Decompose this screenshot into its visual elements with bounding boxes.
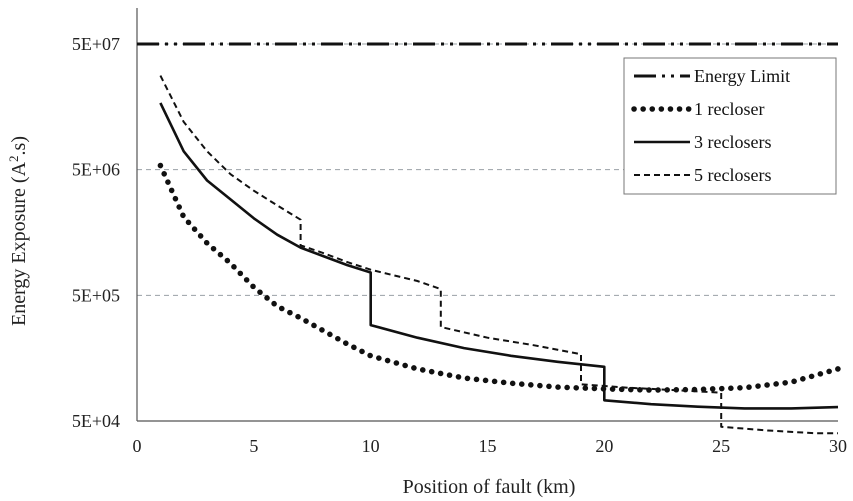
- legend-label: 3 reclosers: [694, 132, 771, 152]
- x-tick-label: 30: [829, 436, 847, 456]
- x-tick-label: 5: [249, 436, 258, 456]
- y-axis-title-main: Energy Exposure (A: [8, 161, 30, 326]
- legend-label: Energy Limit: [694, 66, 790, 86]
- x-tick-label: 0: [133, 436, 142, 456]
- y-axis-title: Energy Exposure (A2.s): [6, 136, 31, 326]
- series-line-3: [159, 102, 839, 410]
- x-axis-title: Position of fault (km): [403, 476, 576, 498]
- series-lines: [137, 42, 841, 435]
- y-axis-title-sup: 2: [6, 155, 21, 162]
- y-axis-title-end: .s): [8, 136, 30, 155]
- y-tick-label: 5E+07: [72, 34, 120, 54]
- x-tick-label: 10: [362, 436, 380, 456]
- legend-label: 1 recloser: [694, 99, 764, 119]
- y-tick-label: 5E+04: [72, 411, 120, 431]
- series-line-2: [157, 162, 841, 393]
- legend-box: [623, 57, 837, 195]
- y-tick-label: 5E+06: [72, 160, 120, 180]
- legend-label: 5 reclosers: [694, 165, 771, 185]
- x-tick-label: 20: [595, 436, 613, 456]
- y-tick-label: 5E+05: [72, 285, 120, 305]
- axes: [136, 8, 838, 422]
- series-line-4: [159, 75, 838, 435]
- legend: Energy Limit 1 recloser 3 reclosers 5 reclo…: [623, 57, 837, 195]
- x-tick-label: 15: [479, 436, 497, 456]
- tick-labels: 5E+04 5E+05 5E+06 5E+07 0 5 10 15 20 25 30: [72, 34, 847, 456]
- x-tick-label: 25: [712, 436, 730, 456]
